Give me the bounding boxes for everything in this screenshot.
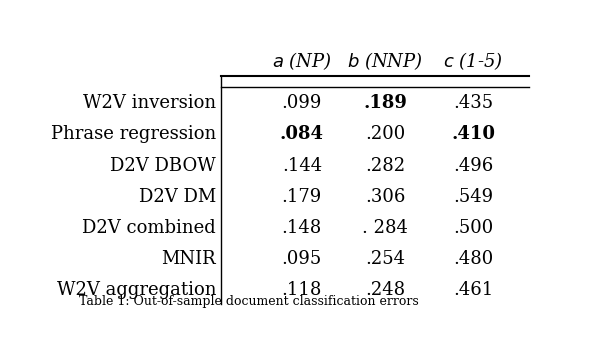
Text: .095: .095 xyxy=(282,250,322,268)
Text: .084: .084 xyxy=(280,125,324,143)
Text: .248: .248 xyxy=(365,281,405,299)
Text: Table 1: Out-of-sample document classification errors: Table 1: Out-of-sample document classifi… xyxy=(80,295,419,308)
Text: D2V DM: D2V DM xyxy=(139,188,216,206)
Text: .480: .480 xyxy=(453,250,493,268)
Text: W2V inversion: W2V inversion xyxy=(83,94,216,112)
Text: $b$ (NNP): $b$ (NNP) xyxy=(347,50,423,72)
Text: .189: .189 xyxy=(364,94,407,112)
Text: .118: .118 xyxy=(282,281,322,299)
Text: .254: .254 xyxy=(365,250,405,268)
Text: .306: .306 xyxy=(365,188,405,206)
Text: Phrase regression: Phrase regression xyxy=(51,125,216,143)
Text: .410: .410 xyxy=(451,125,495,143)
Text: .500: .500 xyxy=(453,219,493,237)
Text: W2V aggregation: W2V aggregation xyxy=(57,281,216,299)
Text: . 284: . 284 xyxy=(362,219,408,237)
Text: .549: .549 xyxy=(453,188,493,206)
Text: .435: .435 xyxy=(453,94,493,112)
Text: $a$ (NP): $a$ (NP) xyxy=(272,50,332,72)
Text: .282: .282 xyxy=(365,157,405,175)
Text: .461: .461 xyxy=(453,281,493,299)
Text: .179: .179 xyxy=(282,188,322,206)
Text: .496: .496 xyxy=(453,157,493,175)
Text: .148: .148 xyxy=(282,219,322,237)
Text: .200: .200 xyxy=(365,125,405,143)
Text: .099: .099 xyxy=(282,94,322,112)
Text: D2V DBOW: D2V DBOW xyxy=(111,157,216,175)
Text: $c$ (1-5): $c$ (1-5) xyxy=(443,50,504,72)
Text: MNIR: MNIR xyxy=(161,250,216,268)
Text: .144: .144 xyxy=(282,157,322,175)
Text: D2V combined: D2V combined xyxy=(83,219,216,237)
